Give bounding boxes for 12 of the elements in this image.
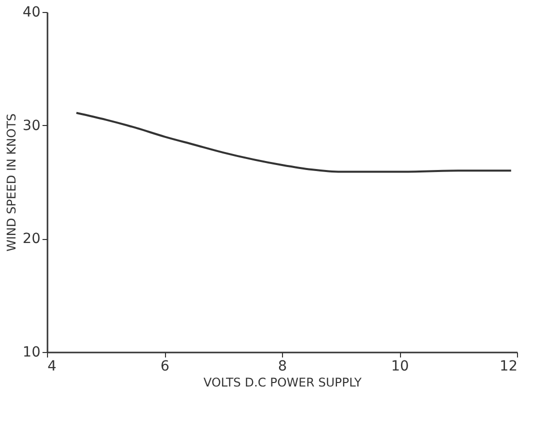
- x-tick-label: 12: [500, 358, 518, 374]
- y-tick-label: 30: [22, 118, 40, 134]
- x-tick-label: 4: [48, 358, 56, 374]
- x-axis-title: VOLTS D.C POWER SUPPLY: [203, 376, 362, 390]
- line-series: [75, 112, 512, 173]
- x-tick-label: 6: [160, 358, 170, 374]
- x-tick-label: 8: [278, 358, 287, 374]
- y-tick-label: 40: [22, 4, 40, 20]
- x-tick-label: 10: [391, 358, 409, 374]
- y-axis-title: WIND SPEED IN KNOTS: [4, 113, 19, 252]
- y-tick-label: 20: [22, 231, 40, 248]
- y-tick-label: 10: [22, 344, 40, 360]
